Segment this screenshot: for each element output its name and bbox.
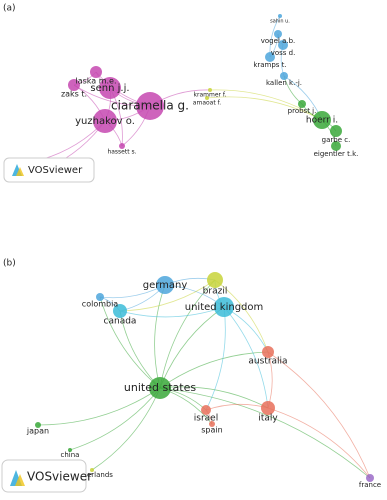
logo-text: VOSviewer (27, 470, 92, 484)
edge (159, 306, 225, 389)
node (313, 111, 331, 129)
edge (91, 387, 161, 471)
node-label: australia (248, 357, 287, 367)
node-label: spain (201, 426, 222, 435)
node (90, 66, 102, 78)
panel-label: (a) (3, 4, 16, 14)
node-label: garbe c. (322, 136, 351, 144)
node-label: amaoat f. (193, 100, 221, 107)
node-label: brazil (203, 287, 228, 297)
node (156, 276, 174, 294)
node (280, 72, 288, 80)
edge (69, 387, 161, 451)
edge (159, 351, 269, 389)
node-label: krammer f. (194, 92, 227, 99)
panel-label: (b) (3, 259, 16, 269)
node-label: senn j.j. (90, 83, 129, 94)
node-label: united states (124, 381, 196, 394)
node-label: france (359, 481, 381, 489)
node-label: probst j. (288, 107, 317, 115)
node-label: hoerr i. (306, 116, 338, 126)
logo-icon (16, 167, 24, 176)
edge (159, 279, 216, 389)
node (113, 304, 127, 318)
node (331, 141, 341, 151)
node-label: china (61, 451, 80, 459)
edge (205, 306, 226, 411)
logo-icon (15, 474, 25, 486)
node-label: netherlands (71, 471, 113, 479)
node-label: eigentler t.k. (314, 150, 359, 158)
node (209, 421, 215, 427)
node (68, 448, 72, 452)
node (99, 77, 121, 99)
edge (99, 296, 161, 389)
logo-box (3, 157, 95, 183)
edge (223, 306, 269, 409)
node-label: zaks t. (61, 90, 87, 99)
node-label: laska m.e. (75, 77, 116, 86)
node (207, 272, 223, 288)
node (35, 422, 41, 428)
node (93, 109, 117, 133)
node (278, 40, 288, 50)
edge (159, 387, 371, 479)
node (298, 100, 306, 108)
node (90, 468, 94, 472)
edge (154, 284, 166, 389)
node-label: vogel a.b. (261, 37, 296, 45)
edge (205, 403, 269, 411)
node-label: voss d. (271, 49, 296, 57)
edge (119, 279, 216, 312)
node-label: italy (258, 414, 278, 424)
node (265, 52, 275, 62)
node-label: ciaramella g. (111, 99, 189, 113)
node (214, 297, 234, 317)
node (208, 88, 212, 92)
node-label: canada (104, 317, 137, 327)
edge (159, 386, 269, 409)
node (149, 377, 171, 399)
edge (214, 279, 269, 353)
edge (37, 387, 161, 426)
node (366, 474, 374, 482)
node-label: israel (194, 414, 218, 424)
node (201, 405, 211, 415)
edge (119, 306, 225, 318)
node (96, 293, 104, 301)
node-label: kramps t. (253, 61, 286, 69)
node-label: hassett s. (107, 149, 136, 156)
edge (206, 96, 323, 121)
node (262, 346, 274, 358)
node-label: japan (26, 427, 49, 436)
edge (267, 351, 371, 479)
logo-text: VOSviewer (28, 165, 83, 176)
node (261, 401, 275, 415)
node (205, 96, 209, 100)
edge (31, 120, 106, 163)
edge (267, 407, 371, 479)
node (278, 14, 282, 18)
node (274, 30, 282, 38)
node (330, 125, 342, 137)
node-label: united kingdom (185, 302, 264, 313)
node-label: yuzhakov o. (75, 116, 135, 127)
node (136, 92, 164, 120)
node (119, 143, 125, 149)
node-label: kallen k.-j. (266, 79, 302, 87)
node-label: sahin u. (270, 19, 290, 25)
node-label: germany (143, 280, 188, 291)
node (68, 79, 80, 91)
node-label: colombia (82, 300, 119, 309)
